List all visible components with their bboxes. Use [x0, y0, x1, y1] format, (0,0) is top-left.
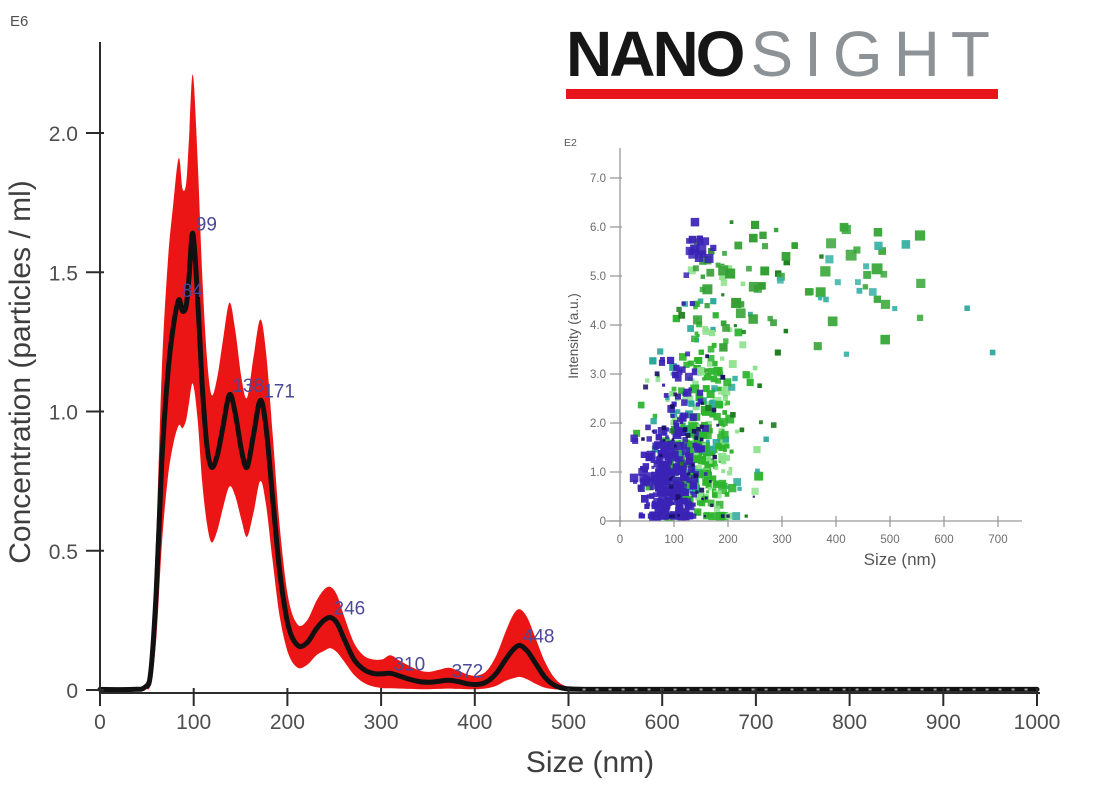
logo-text: NANO SIGHT — [566, 22, 998, 86]
svg-text:2.0: 2.0 — [49, 123, 78, 146]
svg-text:300: 300 — [772, 534, 791, 546]
svg-text:138: 138 — [232, 376, 264, 397]
svg-text:2.0: 2.0 — [590, 418, 606, 430]
svg-text:600: 600 — [934, 534, 953, 546]
svg-text:500: 500 — [551, 711, 586, 734]
svg-text:200: 200 — [718, 534, 737, 546]
svg-text:6.0: 6.0 — [590, 222, 606, 234]
svg-text:246: 246 — [334, 599, 366, 620]
size-distribution-plot: 0 100 200 300 400 500 600 700 800 900 100000.51.01… — [4, 13, 1060, 779]
svg-text:3.0: 3.0 — [590, 369, 606, 381]
svg-text:200: 200 — [270, 711, 305, 734]
svg-text:5.0: 5.0 — [590, 271, 606, 283]
svg-text:900: 900 — [926, 711, 961, 734]
svg-text:Concentration (particles / ml): Concentration (particles / ml) — [4, 180, 37, 563]
svg-text:700: 700 — [738, 711, 773, 734]
svg-text:448: 448 — [523, 626, 555, 647]
svg-text:800: 800 — [832, 711, 867, 734]
svg-text:Size (nm): Size (nm) — [864, 550, 937, 569]
svg-text:Size (nm): Size (nm) — [526, 746, 654, 779]
svg-text:0: 0 — [66, 680, 78, 703]
logo-underline — [566, 89, 998, 99]
svg-text:372: 372 — [452, 661, 484, 682]
svg-text:600: 600 — [645, 711, 680, 734]
svg-text:4.0: 4.0 — [590, 320, 606, 332]
svg-text:100: 100 — [664, 534, 683, 546]
svg-text:1.5: 1.5 — [49, 262, 78, 285]
svg-text:0: 0 — [617, 534, 623, 546]
svg-text:500: 500 — [880, 534, 899, 546]
nanosight-logo: NANO SIGHT — [566, 22, 998, 99]
svg-text:0: 0 — [600, 516, 606, 528]
svg-text:700: 700 — [988, 534, 1007, 546]
svg-text:E2: E2 — [564, 137, 577, 149]
svg-text:400: 400 — [457, 711, 492, 734]
svg-text:1.0: 1.0 — [590, 467, 606, 479]
svg-text:E6: E6 — [10, 13, 28, 30]
svg-text:7.0: 7.0 — [590, 173, 606, 185]
svg-text:0.5: 0.5 — [49, 541, 78, 564]
svg-text:400: 400 — [826, 534, 845, 546]
svg-text:84: 84 — [182, 281, 204, 302]
svg-text:1000: 1000 — [1014, 711, 1061, 734]
svg-text:99: 99 — [196, 214, 217, 235]
svg-text:0: 0 — [94, 711, 106, 734]
svg-text:171: 171 — [263, 381, 295, 402]
intensity-size-scatter-plot: 0 100 200 300 400 500 600 700 0 1.0 2.0 3.0 4.0 5.0 6.… — [564, 137, 1022, 569]
svg-text:310: 310 — [393, 654, 425, 675]
svg-text:100: 100 — [176, 711, 211, 734]
svg-text:300: 300 — [364, 711, 399, 734]
logo-text-sight: SIGHT — [750, 18, 1001, 90]
svg-text:1.0: 1.0 — [49, 402, 78, 425]
svg-text:Intensity (a.u.): Intensity (a.u.) — [566, 293, 581, 379]
logo-text-nano: NANO — [566, 18, 745, 90]
